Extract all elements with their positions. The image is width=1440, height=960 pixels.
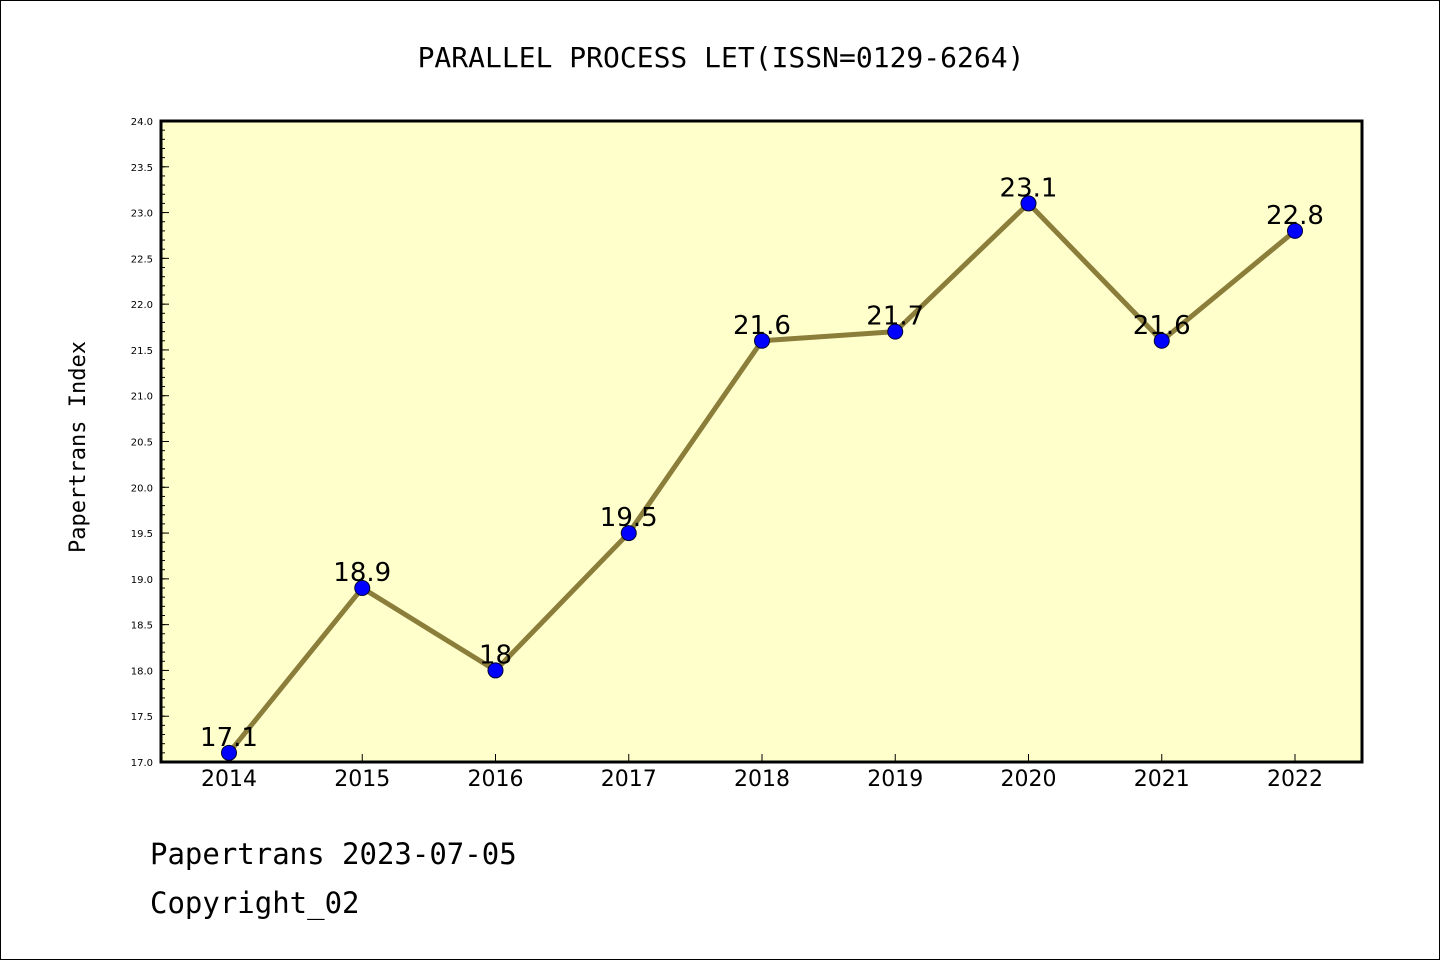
data-label: 22.8 — [1266, 201, 1324, 231]
x-tick-label: 2017 — [601, 767, 657, 792]
y-tick-label: 17.0 — [131, 758, 153, 769]
y-tick-label: 21.5 — [131, 346, 153, 357]
y-axis-ticks: 17.0 17.5 18.0 18.5 19.0 19.5 20.0 20.5 21.0 21.5… — [131, 117, 169, 769]
data-point-marker — [754, 332, 770, 349]
data-point-marker — [221, 744, 237, 761]
y-tick-label: 18.5 — [131, 621, 153, 632]
x-tick-label: 2014 — [201, 767, 257, 792]
y-tick-label: 19.0 — [131, 575, 153, 586]
x-tick-label: 2019 — [867, 767, 923, 792]
y-tick-label: 20.0 — [131, 483, 153, 494]
x-tick-label: 2018 — [734, 767, 790, 792]
data-point-marker — [1287, 222, 1303, 239]
x-tick-label: 2016 — [468, 767, 524, 792]
footer-date-text: Papertrans 2023-07-05 — [150, 837, 517, 871]
y-tick-label: 21.0 — [131, 392, 153, 403]
y-axis-label: Papertrans Index — [66, 341, 91, 553]
y-tick-label: 22.5 — [131, 254, 153, 265]
data-point-markers — [221, 195, 1303, 761]
data-label: 19.5 — [600, 503, 658, 533]
data-point-marker — [354, 580, 371, 597]
data-point-marker — [1153, 332, 1170, 349]
x-axis-ticks: 2014 2015 2016 2017 2018 2019 2020 2021 2022 — [201, 754, 1323, 792]
data-point-marker — [487, 662, 504, 679]
data-point-marker — [620, 525, 637, 542]
y-tick-label: 19.5 — [131, 529, 153, 540]
y-tick-label: 20.5 — [131, 438, 153, 449]
data-point-marker — [1020, 195, 1037, 212]
x-tick-label: 2021 — [1134, 767, 1190, 792]
x-tick-label: 2020 — [1001, 767, 1057, 792]
data-label: 21.6 — [733, 311, 791, 341]
data-point-marker — [887, 323, 904, 340]
y-tick-label: 23.5 — [131, 163, 153, 174]
footer-copyright-text: Copyright_02 — [150, 886, 360, 920]
data-labels: 17.1 18.9 18 19.5 21.6 21.7 23.1 21.6 22.8 — [200, 173, 1324, 752]
data-label: 23.1 — [1000, 173, 1058, 203]
data-label: 18 — [479, 640, 512, 670]
data-label: 21.6 — [1133, 311, 1191, 341]
y-tick-label: 23.0 — [131, 209, 153, 220]
plot-area — [161, 121, 1362, 762]
x-tick-label: 2022 — [1267, 767, 1323, 792]
y-tick-label: 18.0 — [131, 666, 153, 677]
y-tick-label: 22.0 — [131, 300, 153, 311]
plot-frame — [159, 119, 1364, 764]
y-tick-label: 17.5 — [131, 712, 153, 723]
data-label: 21.7 — [866, 302, 924, 332]
chart-title: PARALLEL PROCESS LET(ISSN=0129-6264) — [418, 41, 1025, 74]
x-tick-label: 2015 — [334, 767, 390, 792]
data-label: 18.9 — [333, 558, 391, 588]
y-tick-label: 24.0 — [131, 117, 153, 128]
data-label: 17.1 — [200, 723, 258, 753]
